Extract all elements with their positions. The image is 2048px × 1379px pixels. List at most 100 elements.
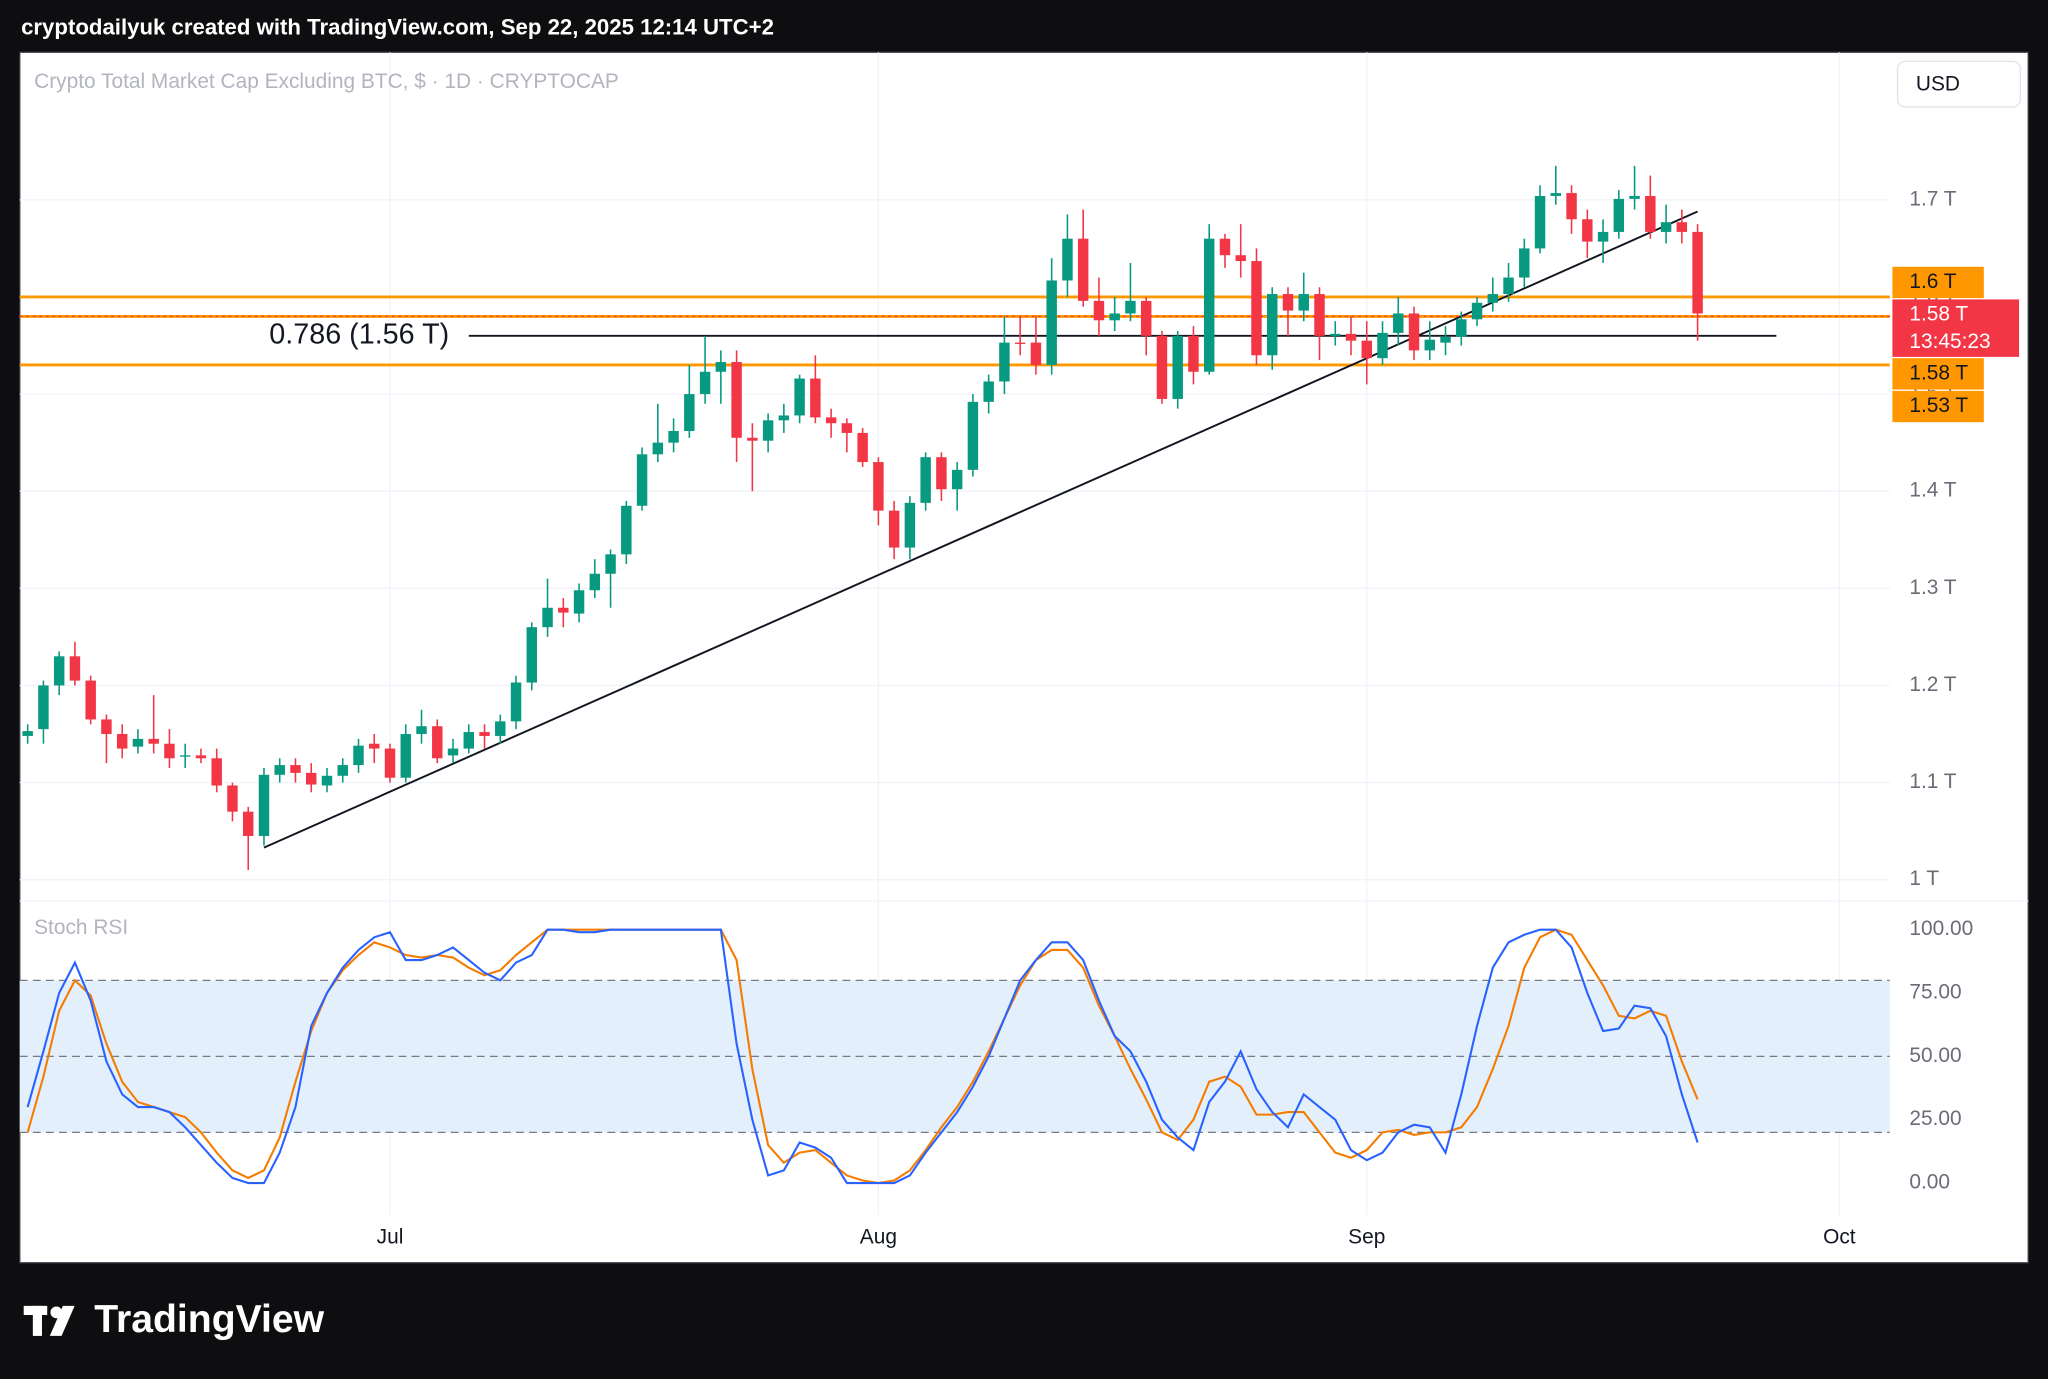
y-tick-label: 50.00 [1909,1044,1961,1067]
candle-body [542,607,553,628]
candle-body [1424,339,1435,351]
candle-body [258,774,270,836]
candle-body [1093,300,1105,321]
candle-body [1566,193,1577,220]
candle-body [621,505,632,555]
candle-body [495,721,506,736]
candle-body [1282,294,1294,311]
y-tick-label: 1.4 T [1909,479,1956,502]
current-price-box [1892,299,2020,357]
indicator-title: Stoch RSI [34,916,128,939]
candle-body [1251,261,1262,356]
candle-body [510,682,522,722]
candle-body [1046,280,1057,365]
candle-body [1345,333,1357,341]
candle-body [195,755,207,759]
level-label: 1.6 T [1909,270,1956,293]
level-label: 1.58 T [1909,361,1968,384]
candle-body [1597,231,1609,242]
y-tick-label: 1.7 T [1909,187,1956,210]
candle-body [888,510,900,548]
candle-body [605,554,616,574]
candle-body [1014,342,1026,344]
candle-body [873,462,884,511]
candle-body [1471,302,1483,320]
candle-body [1156,335,1168,399]
candle-body [1062,238,1073,281]
candle-body [1125,300,1136,314]
candle-body [38,685,49,730]
level-box [1892,390,1984,423]
candle-body [101,719,112,735]
candle-body [794,378,805,416]
candle-body [1140,300,1152,336]
candle-body [227,785,238,812]
x-tick-label: Aug [860,1225,897,1248]
candle-body [715,362,727,372]
trendline [263,210,1698,849]
candle-body [321,775,333,786]
chart-title: Crypto Total Market Cap Excluding BTC, $… [34,70,619,93]
candle-body [936,457,947,490]
candle-body [1203,238,1215,372]
candle-body [1534,195,1546,249]
candle-body [85,680,96,720]
level-box [1892,266,1984,299]
candle-body [1645,195,1656,232]
candle-body [810,378,821,418]
footer-logo [23,1305,75,1336]
candle-body [148,738,159,744]
candle-body [1188,335,1199,372]
candle-body [1393,313,1404,333]
candle-body [290,765,301,773]
candle-body [1361,340,1372,359]
candle-body [1456,319,1467,337]
candle-body [1692,231,1703,314]
stoch-line [26,928,1699,1185]
candle-body [1235,255,1246,262]
x-tick-label: Oct [1823,1225,1856,1248]
candle-body [1676,222,1688,232]
candle-body [1440,336,1451,343]
candle-body [179,755,191,757]
candle-body [1550,193,1562,196]
candle-body [999,342,1010,382]
candle-body [1519,248,1530,278]
y-tick-label: 1.2 T [1909,673,1956,696]
candle-body [1030,342,1042,365]
candle-body [479,732,490,736]
candle-body [1408,313,1420,351]
candle-body [53,656,65,686]
candle-body [1613,198,1625,232]
candle-body [857,432,868,463]
x-tick-label: Jul [377,1225,404,1248]
y-tick-label: 0.00 [1909,1171,1950,1194]
currency-label[interactable]: USD [1916,72,1960,95]
candle-body [242,811,254,836]
candle-body [558,607,569,613]
candle-body [1377,332,1388,359]
y-tick-label: 100.00 [1909,917,1973,940]
candle-body [1219,238,1231,256]
current-price-label: 1.58 T [1909,303,1968,326]
candle-body [337,765,348,776]
currency-button[interactable] [1896,60,2022,108]
level-label: 1.53 T [1909,394,1968,417]
y-tick-label: 1.1 T [1909,770,1956,793]
candle-body [432,726,443,759]
candle-body [731,362,742,438]
level-box [1892,358,1984,390]
candle-body [463,732,474,749]
candle-body [1487,294,1499,303]
candle-body [353,745,364,766]
candle-body [636,454,648,506]
candle-body [983,381,994,402]
logo-shape [49,1305,75,1336]
candle-body [116,734,128,749]
candle-body [1172,335,1183,399]
candle-body [1660,222,1672,232]
candle-body [447,748,459,756]
